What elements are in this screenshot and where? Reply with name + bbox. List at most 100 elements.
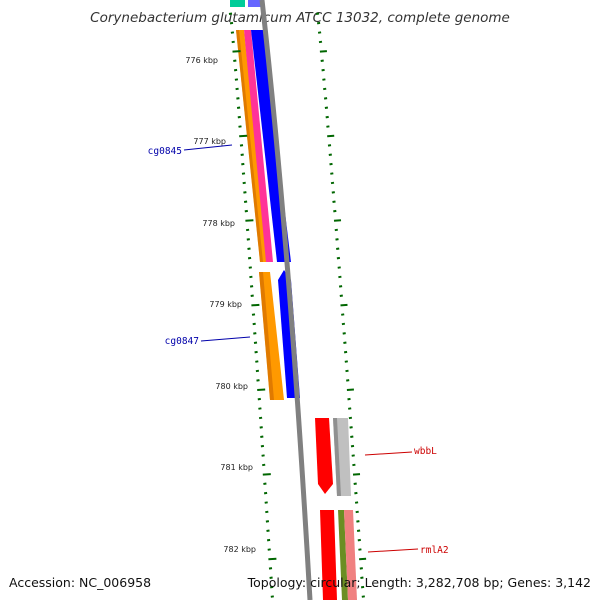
tick-mark: [328, 153, 332, 156]
tick-mark: [236, 106, 241, 109]
genome-summary: Topology: circular; Length: 3,282,708 bp…: [247, 575, 591, 590]
orange-gene-shade-1: [236, 30, 263, 262]
tick-mark: [348, 407, 352, 410]
tick-mark: [260, 444, 265, 448]
tick-mark: [253, 332, 257, 335]
kbp-labels: 776 kbp 777 kbp 778 kbp 779 kbp 780 kbp …: [185, 56, 256, 554]
cg0847-leader: [200, 336, 251, 342]
tick-mark: [315, 12, 320, 15]
tick-mark: [335, 238, 339, 241]
light-red-gene-bar[interactable]: [344, 510, 357, 600]
tick-mark: [330, 172, 334, 175]
tick-mark: [338, 285, 343, 288]
kbp-label-779: 779 kbp: [209, 300, 242, 309]
tick-mark: [242, 181, 246, 185]
tick-mark: [231, 40, 235, 44]
gene-label-rmlA2[interactable]: rmlA2: [420, 545, 449, 556]
tick-mark: [260, 435, 264, 438]
kbp-label-777: 777 kbp: [193, 137, 226, 146]
tick-mark: [245, 219, 254, 222]
tick-mark: [259, 426, 263, 429]
olive-gene-bar[interactable]: [338, 510, 348, 600]
tick-mark: [326, 125, 330, 128]
tick-mark: [343, 341, 347, 344]
teal-block: [230, 0, 245, 7]
tick-mark: [350, 435, 354, 438]
tick-mark: [230, 31, 235, 34]
tick-mark: [240, 153, 244, 156]
tick-mark: [244, 209, 248, 213]
kbp-label-781: 781 kbp: [220, 463, 253, 472]
tick-mark: [349, 426, 353, 429]
tick-mark: [351, 454, 355, 457]
tick-mark: [241, 172, 246, 175]
tick-mark: [262, 473, 271, 476]
accession-label: Accession: NC_006958: [9, 575, 152, 590]
tick-mark: [265, 520, 270, 523]
pink-gene-bar[interactable]: [244, 30, 273, 262]
tick-mark: [266, 529, 270, 532]
tick-mark: [228, 12, 233, 15]
gene-label-cg0847[interactable]: cg0847: [165, 336, 199, 347]
tick-mark: [252, 322, 256, 326]
tick-mark: [229, 21, 234, 25]
tick-mark: [322, 78, 326, 81]
tick-mark: [321, 68, 325, 72]
wbbL-leader: [364, 451, 413, 456]
tick-mark: [234, 78, 239, 81]
genome-title: Corynebacterium glutamicum ATCC 13032, c…: [90, 10, 510, 26]
gene-label-cg0845[interactable]: cg0845: [148, 146, 182, 157]
tick-mark: [247, 247, 251, 250]
tick-mark: [239, 134, 248, 138]
tick-mark: [344, 360, 348, 363]
tick-mark: [346, 379, 350, 382]
tick-mark: [233, 68, 238, 72]
red-gene-bar-1[interactable]: [315, 418, 333, 494]
tick-mark: [268, 557, 277, 561]
tick-mark: [262, 463, 266, 467]
kbp-label-782: 782 kbp: [223, 545, 256, 554]
tick-mark: [246, 238, 250, 241]
tick-mark: [241, 162, 245, 166]
tick-mark: [247, 256, 252, 260]
blue-top-block: [248, 0, 264, 7]
tick-mark: [334, 228, 338, 232]
tick-mark: [249, 275, 253, 279]
tick-mark: [245, 228, 250, 232]
tick-mark: [324, 106, 329, 109]
tick-mark: [323, 97, 328, 100]
feature-wbbL[interactable]: [315, 418, 351, 496]
tick-mark: [325, 115, 329, 119]
tick-mark: [316, 21, 321, 25]
tick-mark: [354, 501, 359, 504]
gray-gene-shade: [333, 418, 341, 496]
tick-mark: [261, 454, 265, 457]
tick-mark: [239, 144, 244, 147]
gene-label-wbbL[interactable]: wbbL: [414, 446, 437, 457]
tick-mark: [266, 538, 271, 542]
tick-mark: [327, 144, 332, 147]
tick-mark: [256, 379, 260, 382]
tick-mark: [269, 576, 273, 579]
tick-mark: [233, 59, 237, 62]
tick-mark: [254, 350, 258, 354]
tick-mark: [352, 473, 361, 476]
tick-mark: [336, 247, 340, 250]
tick-mark: [342, 332, 346, 335]
tick-mark: [258, 416, 263, 420]
tick-mark: [361, 595, 365, 598]
tick-mark: [257, 397, 261, 401]
feature-rmlA2[interactable]: [320, 510, 357, 600]
tick-mark: [330, 181, 335, 185]
tick-mark: [270, 585, 274, 589]
tick-mark: [339, 294, 343, 297]
tick-mark: [236, 97, 240, 100]
tick-mark: [346, 388, 354, 391]
red-gene-bar-2[interactable]: [320, 510, 337, 600]
tick-mark: [329, 162, 333, 166]
tick-mark: [255, 360, 259, 363]
tick-mark: [333, 219, 342, 222]
tick-mark: [243, 191, 247, 194]
tick-mark: [359, 557, 367, 561]
